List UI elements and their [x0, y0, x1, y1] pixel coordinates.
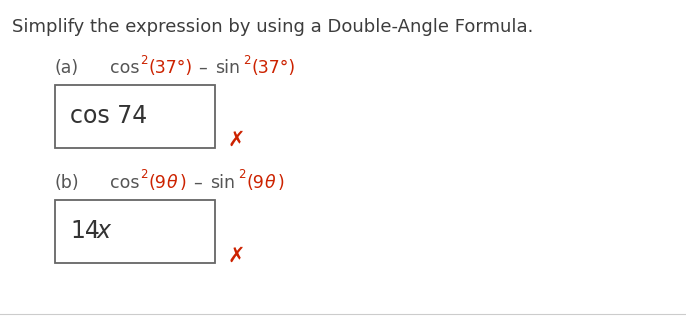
- Text: (9: (9: [148, 174, 166, 192]
- Bar: [55, 200, 215, 263]
- Text: (37°): (37°): [251, 59, 295, 77]
- Text: θ: θ: [265, 174, 276, 192]
- Text: (37°): (37°): [148, 59, 192, 77]
- Text: ✗: ✗: [228, 130, 246, 150]
- Text: 2: 2: [140, 53, 147, 66]
- Text: –: –: [193, 174, 202, 192]
- Text: ✗: ✗: [228, 246, 246, 266]
- Text: 2: 2: [238, 169, 246, 182]
- Text: cos: cos: [110, 174, 139, 192]
- Text: sin: sin: [210, 174, 235, 192]
- Text: (9: (9: [246, 174, 264, 192]
- Text: ): ): [180, 174, 187, 192]
- Text: (b): (b): [55, 174, 80, 192]
- Text: 2: 2: [140, 169, 147, 182]
- Text: cos: cos: [110, 59, 139, 77]
- Text: θ: θ: [167, 174, 178, 192]
- Text: Simplify the expression by using a Double-Angle Formula.: Simplify the expression by using a Doubl…: [12, 18, 534, 36]
- Text: (a): (a): [55, 59, 79, 77]
- Text: sin: sin: [215, 59, 240, 77]
- Text: –: –: [198, 59, 206, 77]
- Bar: [55, 85, 215, 148]
- Text: cos 74: cos 74: [70, 104, 147, 128]
- Text: 2: 2: [243, 53, 250, 66]
- Text: ): ): [278, 174, 285, 192]
- Text: 14: 14: [70, 219, 100, 243]
- Text: x: x: [97, 219, 111, 243]
